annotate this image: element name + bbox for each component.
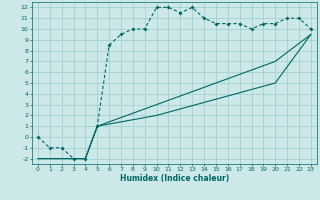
X-axis label: Humidex (Indice chaleur): Humidex (Indice chaleur) <box>120 174 229 183</box>
